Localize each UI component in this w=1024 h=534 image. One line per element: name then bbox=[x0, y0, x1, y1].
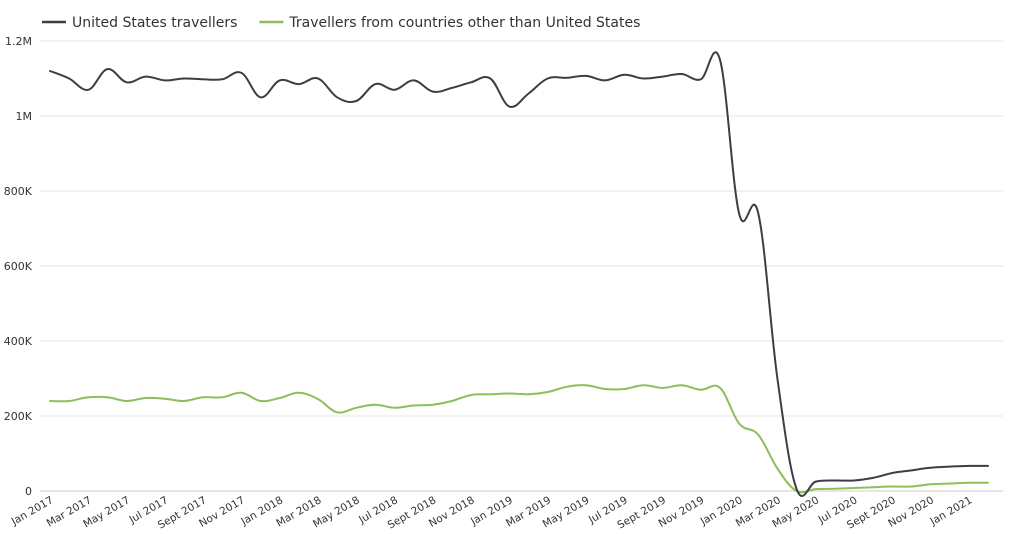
gridlines bbox=[40, 40, 1003, 492]
series-lines bbox=[49, 51, 989, 497]
legend: United States travellers Travellers from … bbox=[42, 15, 640, 31]
y-tick-label: 200K bbox=[4, 410, 33, 423]
y-tick-label: 400K bbox=[4, 335, 33, 348]
y-tick-label: 1M bbox=[16, 110, 33, 123]
legend-label: United States travellers bbox=[72, 15, 237, 31]
series-line-other-travellers bbox=[49, 384, 989, 494]
legend-label: Travellers from countries other than Uni… bbox=[288, 15, 640, 31]
y-tick-label: 0 bbox=[25, 485, 32, 498]
y-tick-label: 600K bbox=[4, 260, 33, 273]
y-tick-label: 1.2M bbox=[5, 35, 32, 48]
series-line-us-travellers bbox=[49, 51, 989, 497]
x-tick-label: Jan 2021 bbox=[927, 494, 974, 528]
y-axis-ticks: 0 200K 400K 600K 800K 1M 1.2M bbox=[4, 35, 33, 498]
y-tick-label: 800K bbox=[4, 185, 33, 198]
